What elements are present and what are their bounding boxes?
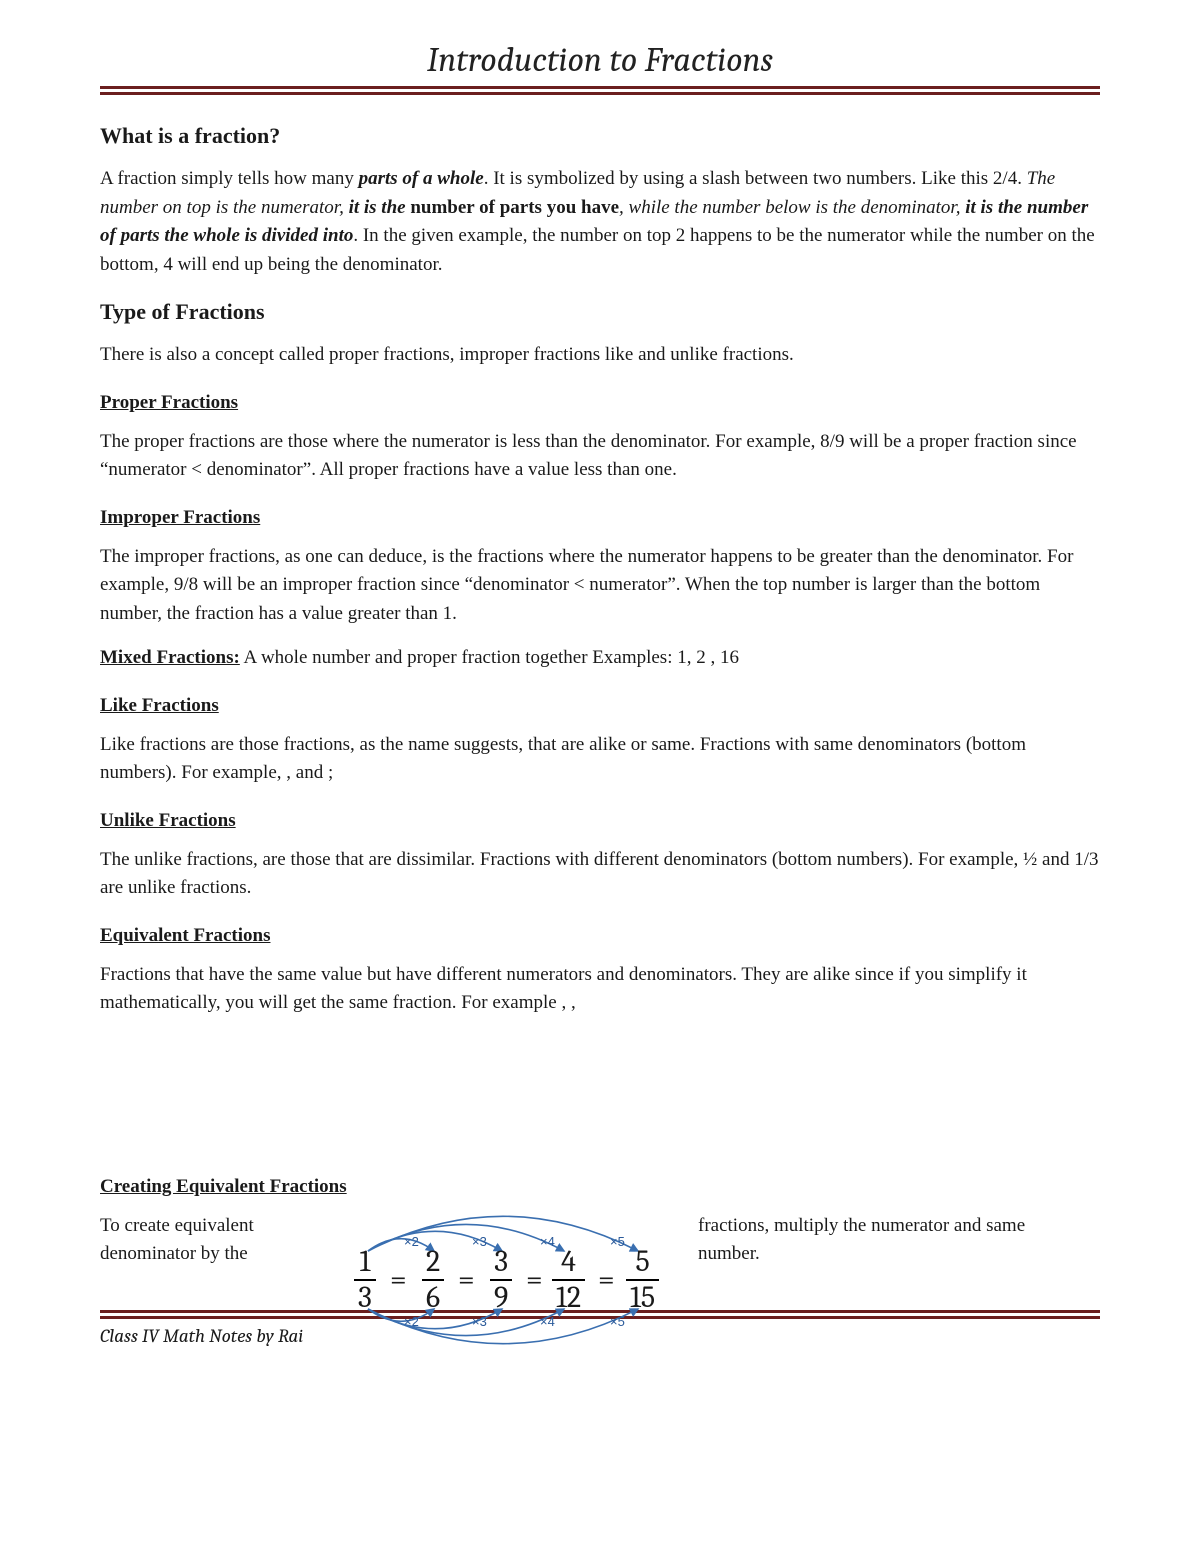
equals-sign: =: [390, 1262, 407, 1297]
heading-unlike: Unlike Fractions: [100, 810, 1100, 832]
equivalent-fractions-diagram: 13 26 39 412 515 = = = = ×2 ×3 ×4 ×5 ×2 ×3 ×4 ×5: [344, 1192, 684, 1362]
heading-improper: Improper Fractions: [100, 507, 1100, 529]
page-title: Introduction to Fractions: [427, 40, 773, 80]
fraction: 412: [552, 1247, 585, 1313]
heading-types: Type of Fractions: [100, 299, 1100, 325]
multiplier-label: ×2: [404, 1314, 419, 1329]
heading-proper: Proper Fractions: [100, 392, 1100, 414]
heading-like: Like Fractions: [100, 695, 1100, 717]
para-proper: The proper fractions are those where the…: [100, 428, 1100, 485]
heading-equivalent: Equivalent Fractions: [100, 925, 1100, 947]
fraction: 13: [354, 1247, 376, 1313]
fraction: 26: [422, 1247, 444, 1313]
multiplier-label: ×4: [540, 1314, 555, 1329]
para-types: There is also a concept called proper fr…: [100, 341, 1100, 370]
heading-what-is-fraction: What is a fraction?: [100, 123, 1100, 149]
equals-sign: =: [458, 1262, 475, 1297]
para-like: Like fractions are those fractions, as t…: [100, 731, 1100, 788]
create-text-left: To create equivalent denominator by the: [100, 1212, 330, 1269]
create-text-right: fractions, multiply the numerator and sa…: [698, 1212, 1078, 1269]
para-mixed: Mixed Fractions: A whole number and prop…: [100, 644, 1100, 673]
equals-sign: =: [526, 1262, 543, 1297]
top-rule: [100, 86, 1100, 95]
para-improper: The improper fractions, as one can deduc…: [100, 543, 1100, 629]
equivalent-fractions-row: To create equivalent denominator by the …: [100, 1212, 1100, 1292]
fraction: 515: [626, 1247, 659, 1313]
para-what-is-fraction: A fraction simply tells how many parts o…: [100, 165, 1100, 279]
multiplier-label: ×4: [540, 1234, 555, 1249]
multiplier-label: ×3: [472, 1234, 487, 1249]
multiplier-label: ×5: [610, 1234, 625, 1249]
fraction: 39: [490, 1247, 512, 1313]
multiplier-label: ×5: [610, 1314, 625, 1329]
para-equivalent: Fractions that have the same value but h…: [100, 961, 1100, 1018]
para-unlike: The unlike fractions, are those that are…: [100, 846, 1100, 903]
equals-sign: =: [598, 1262, 615, 1297]
multiplier-label: ×2: [404, 1234, 419, 1249]
multiplier-label: ×3: [472, 1314, 487, 1329]
